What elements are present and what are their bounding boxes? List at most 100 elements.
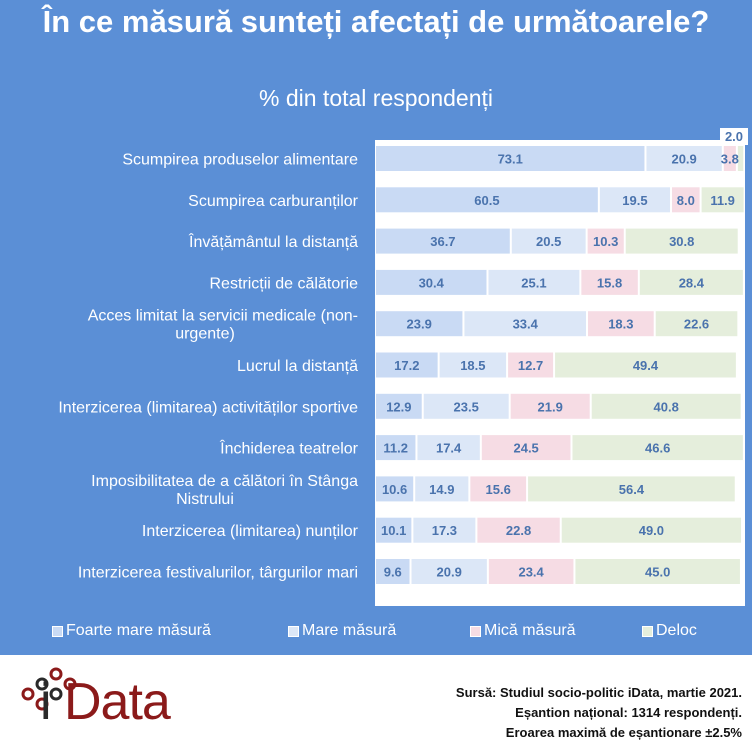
category-label: Lucrul la distanță [237,358,358,375]
chart-title: În ce măsură sunteți afectați de următoa… [42,4,710,39]
value-label: 22.6 [684,317,709,332]
sample-line: Eșantion național: 1314 respondenți. [515,705,742,720]
bar-segment [376,311,463,337]
value-label: 8.0 [677,193,695,208]
bar-segment [572,435,743,461]
value-label: 17.3 [432,523,457,538]
legend-swatch [470,625,481,637]
category-label: Nistrului [176,491,234,508]
value-label: 10.1 [381,523,406,538]
bar-segment [411,559,487,584]
value-label: 15.6 [486,482,511,497]
stacked-bar-chart: Scumpirea produselor alimentare Scumpirea… [58,128,748,606]
bar-segment [488,559,574,584]
legend-item: Mare măsură [288,622,396,640]
category-label: Restricții de călătorie [210,275,359,292]
bar-segment [376,517,412,543]
value-label: 24.5 [513,441,538,456]
value-labels-group: 73.1 20.9 3.8 2.0 60.5 19.5 8.0 11.9 36.7 20.5 10.… [381,128,748,580]
bar-segment [555,352,736,378]
value-label: 60.5 [474,193,499,208]
bar-segment [581,269,638,295]
value-label: 17.2 [394,358,419,373]
value-label: 10.6 [382,482,407,497]
value-label: 30.8 [669,234,694,249]
value-label: 46.6 [645,441,670,456]
legend-swatch [288,625,299,637]
bar-segment [415,476,469,502]
value-label: 23.4 [518,565,544,580]
bar-segment [587,228,624,254]
category-label: Scumpirea produselor alimentare [122,152,358,169]
bar-segment [723,146,736,171]
value-label: 40.8 [654,399,679,414]
source-note: Sursă: Studiul socio-politic iData, mart… [456,683,742,743]
idata-logo: i Data [18,662,208,744]
bar-segment [376,352,438,378]
bar-segment [639,269,743,295]
category-label: urgente) [175,326,235,343]
bar-segment [701,187,744,213]
bar-segment [575,559,740,584]
value-label: 22.8 [506,523,531,538]
value-label: 21.9 [538,399,563,414]
logo-letter-i: i [40,673,52,731]
bars-group [375,140,745,606]
value-label: 9.6 [384,565,402,580]
legend: Foarte mare măsură Mare măsură Mică măsu… [52,622,752,646]
category-label: Scumpirea carburanților [188,193,359,210]
bar-segment [510,393,590,419]
bar-segment [413,517,476,543]
value-label: 12.9 [386,399,411,414]
bar-segment [470,476,527,502]
bar-segment [591,393,741,419]
bar-segment [417,435,480,461]
bar-segment [464,311,587,337]
bar-segment [376,476,414,502]
value-label: 20.5 [536,234,561,249]
value-label: 73.1 [498,152,523,167]
bar-segment [488,269,580,295]
value-label: 10.3 [593,234,618,249]
bar-segment [376,393,422,419]
value-label: 11.2 [383,441,408,456]
bar-segment [481,435,571,461]
legend-label: Mare măsură [302,622,397,639]
category-label: Acces limitat la servicii medicale (non- [88,308,358,325]
bar-segment [508,352,554,378]
bar-segment [646,146,722,171]
legend-label: Deloc [656,622,697,639]
bar-segment [511,228,586,254]
logo-wordmark: Data [64,673,171,731]
bar-segment [561,517,742,543]
bar-segment [376,187,598,213]
source-line: Sursă: Studiul socio-politic iData, mart… [455,685,742,700]
legend-item: Deloc [642,622,697,640]
category-labels-group: Scumpirea produselor alimentare Scumpirea… [58,152,358,582]
legend-label: Foarte mare măsură [66,622,211,639]
value-label: 28.4 [679,275,705,290]
category-label: Interzicerea festivalurilor, târgurilor … [78,565,358,582]
value-label: 33.4 [513,317,539,332]
value-label: 19.5 [622,193,647,208]
bar-segment [376,559,410,584]
bar-segment [423,393,509,419]
bar-segment [376,435,416,461]
value-label-box [720,128,748,145]
value-label: 23.5 [454,399,479,414]
bar-segment [528,476,735,502]
value-label: 15.8 [597,275,622,290]
value-label: 20.9 [437,565,462,580]
value-label: 30.4 [419,275,445,290]
bar-segment [655,311,738,337]
legend-item: Foarte mare măsură [52,622,211,640]
category-label: Închiderea teatrelor [219,439,359,458]
legend-swatch [642,625,653,637]
network-dots-icon [21,667,77,711]
error-margin-line: Eroarea maximă de eșantionare ±2.5% [505,725,742,740]
value-label: 18.5 [460,358,485,373]
value-label: 20.9 [671,152,696,167]
value-label: 12.7 [518,358,543,373]
value-label: 45.0 [645,565,670,580]
bar-segment [439,352,507,378]
